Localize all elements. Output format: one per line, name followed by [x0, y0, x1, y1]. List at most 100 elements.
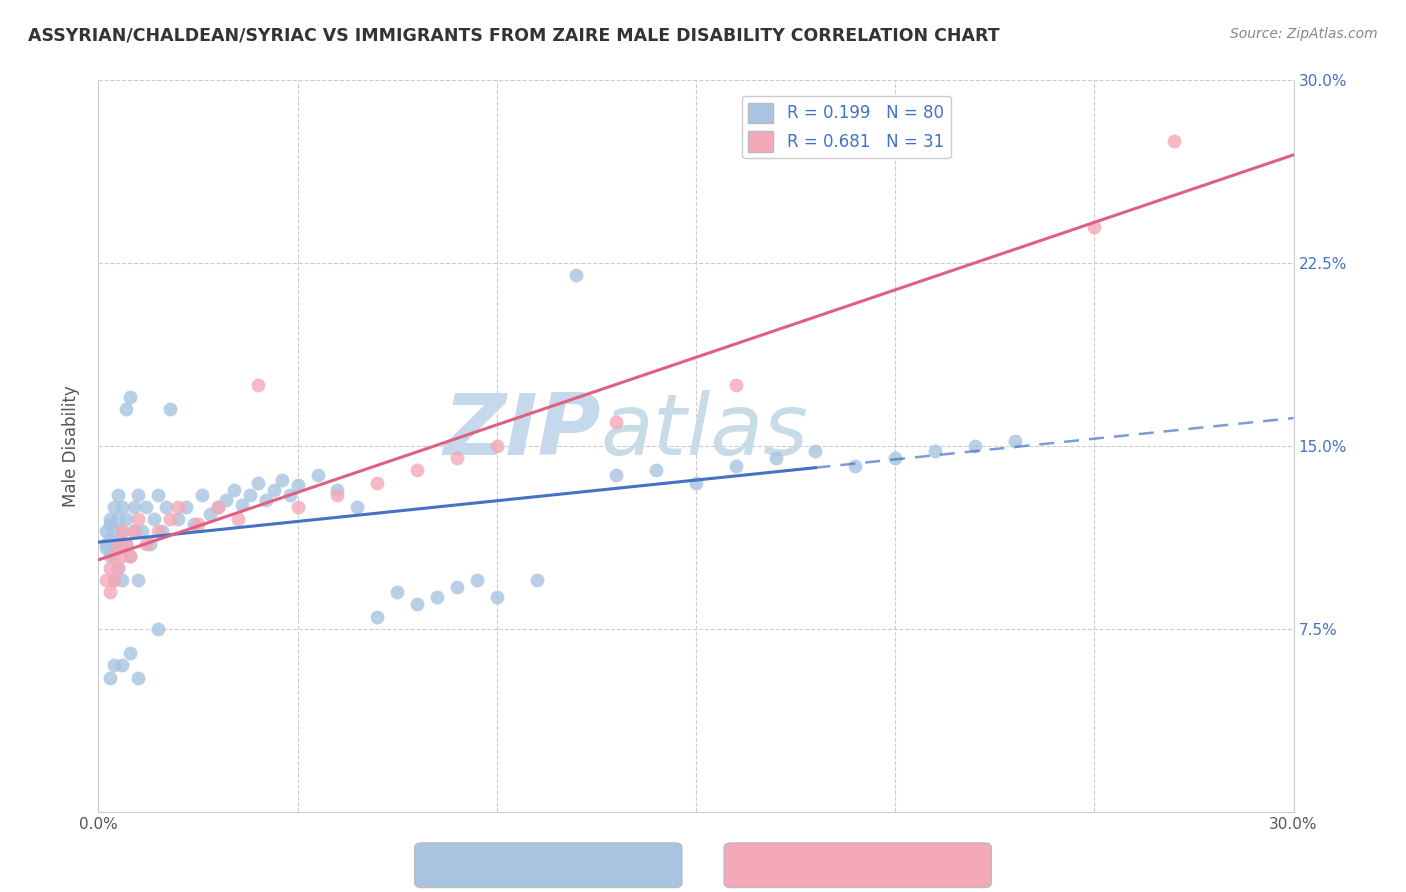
- Point: [246, 475, 269, 490]
- Point: [565, 268, 588, 283]
- Point: [111, 658, 134, 673]
- Point: [226, 512, 249, 526]
- Point: [239, 488, 262, 502]
- Point: [150, 524, 173, 539]
- Point: [98, 516, 122, 531]
- Point: [183, 516, 205, 531]
- Point: [366, 475, 388, 490]
- Text: ZIP: ZIP: [443, 390, 600, 473]
- Point: [98, 585, 122, 599]
- Point: [111, 500, 134, 514]
- Point: [1163, 134, 1185, 148]
- Point: [924, 443, 946, 458]
- Point: [103, 541, 125, 556]
- Point: [135, 500, 157, 514]
- Point: [98, 561, 122, 575]
- Point: [107, 488, 129, 502]
- Point: [143, 512, 166, 526]
- Point: [107, 561, 129, 575]
- Point: [107, 561, 129, 575]
- Y-axis label: Male Disability: Male Disability: [62, 385, 80, 507]
- Point: [120, 549, 142, 563]
- Point: [270, 473, 292, 487]
- Point: [98, 532, 122, 546]
- Point: [191, 488, 214, 502]
- Point: [120, 549, 142, 563]
- Point: [98, 549, 122, 563]
- Point: [111, 524, 134, 539]
- Point: [346, 500, 368, 514]
- Point: [96, 573, 118, 587]
- Point: [263, 483, 285, 497]
- Point: [222, 483, 245, 497]
- Point: [167, 512, 190, 526]
- Point: [124, 524, 146, 539]
- Point: [115, 512, 138, 526]
- Point: [103, 549, 125, 563]
- Point: [685, 475, 707, 490]
- Point: [96, 524, 118, 539]
- Point: [207, 500, 229, 514]
- Point: [127, 573, 149, 587]
- Point: [1004, 434, 1026, 449]
- Text: atlas: atlas: [600, 390, 808, 473]
- Point: [120, 646, 142, 660]
- Point: [605, 468, 627, 483]
- Point: [98, 512, 122, 526]
- Point: [724, 458, 747, 473]
- Point: [103, 500, 125, 514]
- Point: [406, 463, 429, 477]
- Point: [107, 536, 129, 550]
- Point: [111, 549, 134, 563]
- Point: [135, 536, 157, 550]
- Point: [148, 524, 170, 539]
- Point: [326, 488, 349, 502]
- Point: [103, 573, 125, 587]
- Point: [96, 541, 118, 556]
- Point: [406, 598, 429, 612]
- Point: [115, 536, 138, 550]
- Point: [111, 524, 134, 539]
- Point: [645, 463, 668, 477]
- Point: [278, 488, 301, 502]
- Point: [131, 524, 153, 539]
- Point: [366, 609, 388, 624]
- Point: [148, 622, 170, 636]
- Point: [124, 524, 146, 539]
- Point: [148, 488, 170, 502]
- Point: [127, 512, 149, 526]
- Point: [963, 439, 986, 453]
- Point: [115, 402, 138, 417]
- Point: [884, 451, 907, 466]
- Point: [254, 492, 277, 507]
- Point: [155, 500, 177, 514]
- Point: [127, 488, 149, 502]
- Text: Immigrants from Zaire: Immigrants from Zaire: [772, 858, 943, 872]
- Point: [103, 658, 125, 673]
- Point: [287, 478, 309, 492]
- Point: [120, 390, 142, 404]
- Point: [446, 581, 468, 595]
- Point: [605, 415, 627, 429]
- Point: [326, 483, 349, 497]
- Point: [103, 524, 125, 539]
- Point: [159, 402, 181, 417]
- Point: [231, 498, 253, 512]
- Point: [98, 671, 122, 685]
- Point: [446, 451, 468, 466]
- Point: [765, 451, 787, 466]
- Point: [107, 536, 129, 550]
- Point: [124, 500, 146, 514]
- Point: [526, 573, 548, 587]
- Point: [465, 573, 488, 587]
- Point: [207, 500, 229, 514]
- Point: [307, 468, 329, 483]
- Point: [287, 500, 309, 514]
- Point: [485, 439, 508, 453]
- Point: [115, 536, 138, 550]
- Point: [246, 378, 269, 392]
- Point: [724, 378, 747, 392]
- Text: Source: ZipAtlas.com: Source: ZipAtlas.com: [1230, 27, 1378, 41]
- Point: [103, 573, 125, 587]
- Point: [139, 536, 162, 550]
